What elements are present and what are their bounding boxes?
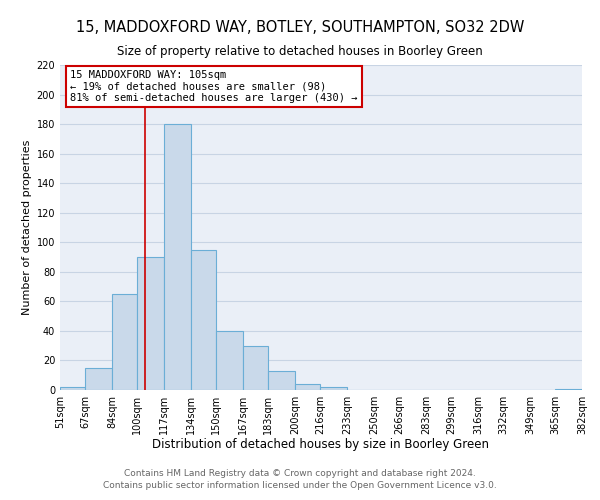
Bar: [60, 387, 85, 390]
Text: Contains public sector information licensed under the Open Government Licence v3: Contains public sector information licen…: [103, 481, 497, 490]
Bar: [268, 371, 295, 390]
Text: 15 MADDOXFORD WAY: 105sqm
← 19% of detached houses are smaller (98)
81% of semi-: 15 MADDOXFORD WAY: 105sqm ← 19% of detac…: [70, 70, 358, 103]
Text: 15, MADDOXFORD WAY, BOTLEY, SOUTHAMPTON, SO32 2DW: 15, MADDOXFORD WAY, BOTLEY, SOUTHAMPTON,…: [76, 20, 524, 35]
Bar: [164, 124, 191, 390]
Bar: [295, 384, 320, 390]
Y-axis label: Number of detached properties: Number of detached properties: [22, 140, 32, 315]
Bar: [191, 250, 216, 390]
X-axis label: Distribution of detached houses by size in Boorley Green: Distribution of detached houses by size …: [152, 438, 490, 452]
Bar: [320, 387, 347, 390]
Text: Size of property relative to detached houses in Boorley Green: Size of property relative to detached ho…: [117, 45, 483, 58]
Bar: [85, 368, 112, 390]
Text: Contains HM Land Registry data © Crown copyright and database right 2024.: Contains HM Land Registry data © Crown c…: [124, 468, 476, 477]
Bar: [555, 388, 582, 390]
Bar: [112, 294, 137, 390]
Bar: [243, 346, 268, 390]
Bar: [137, 257, 164, 390]
Bar: [216, 331, 243, 390]
